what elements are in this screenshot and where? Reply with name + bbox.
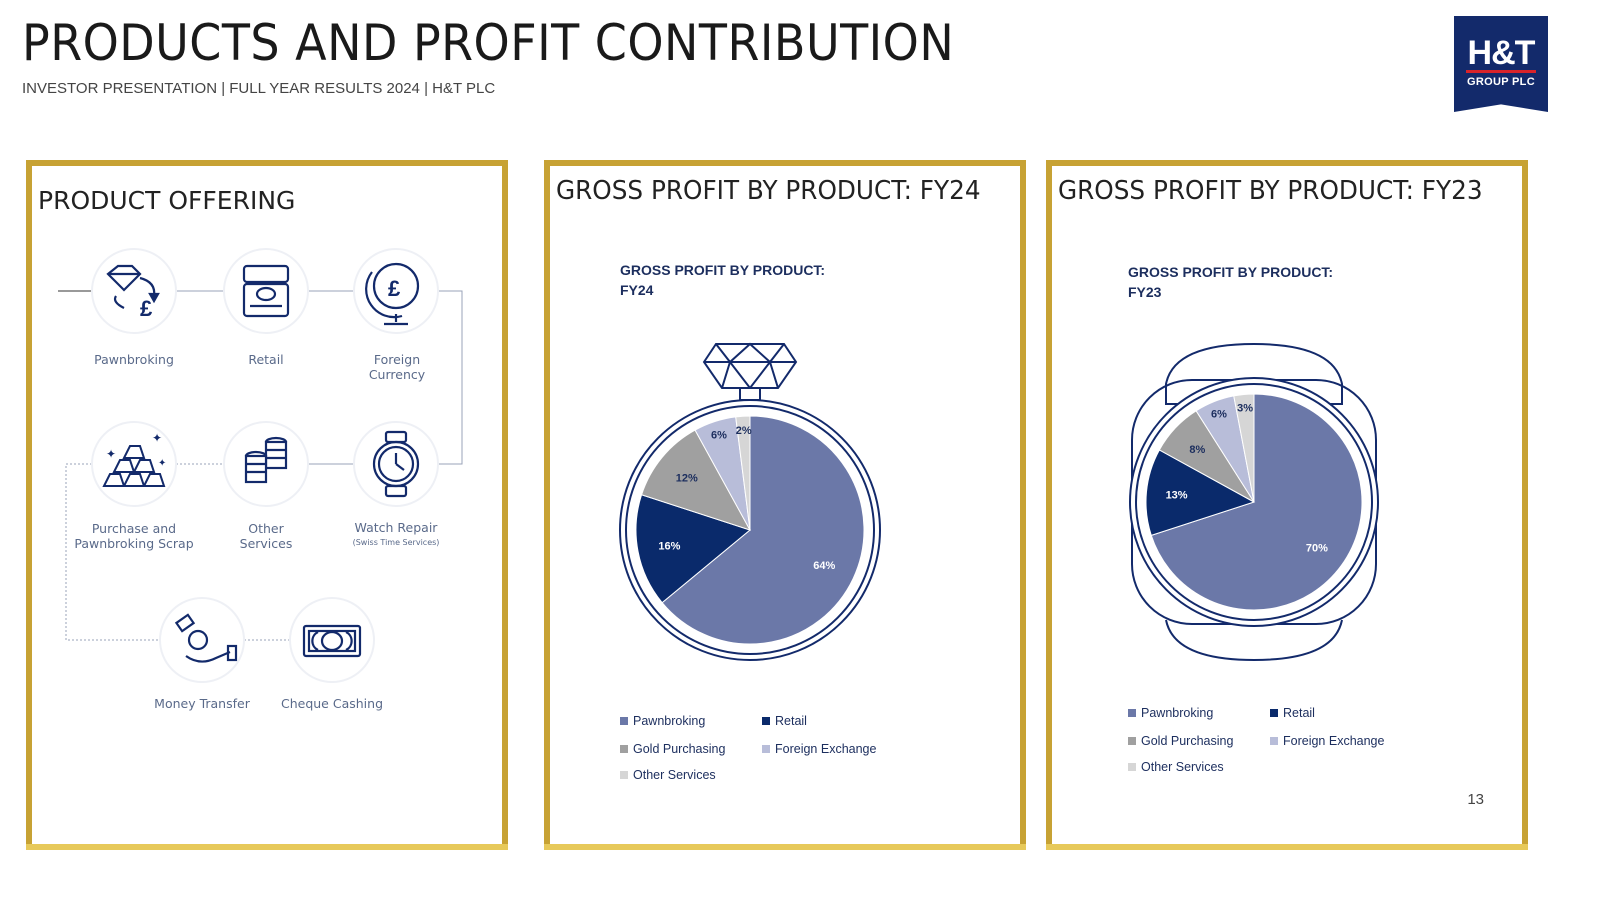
fy24-pie-chart: 64% 16% 12% 6% 2%	[619, 342, 881, 661]
legend-label: Other Services	[1141, 760, 1224, 774]
pie-data-label: 13%	[1166, 490, 1188, 502]
pie-data-label: 12%	[676, 473, 698, 485]
page-title: PRODUCTS AND PROFIT CONTRIBUTION	[22, 14, 955, 72]
legend-swatch	[762, 745, 770, 753]
page-subtitle: INVESTOR PRESENTATION | FULL YEAR RESULT…	[22, 80, 496, 97]
legend-item: Foreign Exchange	[762, 742, 876, 756]
fy23-panel-title: GROSS PROFIT BY PRODUCT: FY23	[1058, 176, 1483, 206]
diamond-exchange-icon: £	[106, 264, 160, 321]
watch-icon	[372, 430, 420, 498]
legend-label: Pawnbroking	[633, 714, 706, 728]
banknote-icon	[302, 624, 362, 658]
pie-slice-other-services	[735, 415, 751, 531]
ring-frame-inner	[625, 405, 875, 655]
legend-item: Gold Purchasing	[1128, 734, 1233, 748]
product-label-pawnbroking: Pawnbroking	[94, 352, 174, 367]
company-logo: H&T GROUP PLC	[1454, 16, 1548, 112]
product-label-cheque-cashing: Cheque Cashing	[280, 696, 383, 711]
pie-slice-retail	[1145, 449, 1256, 537]
product-label-other-services: Other Services	[239, 521, 293, 551]
legend-item: Retail	[1270, 706, 1315, 720]
product-offering-panel: PRODUCT OFFERING	[26, 160, 508, 850]
svg-text:✦: ✦	[152, 431, 162, 445]
pie-data-label: 6%	[1211, 409, 1227, 421]
pie-data-label: 8%	[1189, 444, 1205, 456]
ring-diamond-icon	[702, 342, 798, 401]
logo-text: H&T	[1467, 34, 1536, 72]
legend-swatch	[620, 717, 628, 725]
legend-swatch	[1128, 709, 1136, 717]
legend-swatch	[1270, 709, 1278, 717]
pie-slice-retail	[635, 494, 752, 604]
globe-pound-icon: £	[365, 262, 420, 326]
pie-slice-pawnbroking	[661, 415, 865, 645]
fy23-pie-chart: 70% 13% 8% 6% 3%	[1129, 342, 1379, 662]
product-label-retail: Retail	[248, 352, 284, 367]
legend-item: Retail	[762, 714, 807, 728]
fy24-panel-title: GROSS PROFIT BY PRODUCT: FY24	[556, 176, 981, 206]
pie-data-label: 70%	[1306, 543, 1328, 555]
fy23-heading-line2: FY23	[1128, 284, 1162, 300]
product-offering-title: PRODUCT OFFERING	[38, 186, 296, 215]
legend-label: Foreign Exchange	[1283, 734, 1385, 748]
legend-swatch	[620, 745, 628, 753]
pie-data-label: 16%	[658, 540, 680, 552]
legend-label: Retail	[775, 714, 807, 728]
legend-item: Other Services	[620, 768, 716, 782]
legend-label: Retail	[1283, 706, 1315, 720]
legend-swatch	[1128, 763, 1136, 771]
hand-coin-icon	[174, 613, 238, 663]
fy24-chart-panel: GROSS PROFIT BY PRODUCT: FY24 GROSS PROF…	[544, 160, 1026, 850]
logo-underline	[1466, 70, 1536, 73]
legend-item: Pawnbroking	[620, 714, 705, 728]
svg-text:✦: ✦	[158, 458, 166, 469]
watch-repair-label: Watch Repair	[354, 520, 438, 535]
pie-slice-pawnbroking	[1150, 393, 1363, 611]
legend-swatch	[620, 771, 628, 779]
fy23-chart-heading: GROSS PROFIT BY PRODUCT: FY23	[1128, 262, 1333, 302]
product-label-foreign-currency: Foreign Currency	[368, 352, 426, 382]
fy24-heading-line2: FY24	[620, 282, 654, 298]
coin-stack-icon	[244, 436, 288, 484]
pie-data-label: 3%	[1237, 402, 1253, 414]
legend-label: Foreign Exchange	[775, 742, 877, 756]
legend-item: Gold Purchasing	[620, 742, 725, 756]
svg-text:£: £	[140, 296, 153, 321]
svg-text:✦: ✦	[106, 447, 116, 461]
logo-subtext: GROUP PLC	[1467, 76, 1535, 88]
pie-data-label: 6%	[711, 430, 727, 442]
ring-box-icon	[242, 264, 290, 318]
legend-label: Pawnbroking	[1141, 706, 1214, 720]
legend-swatch	[1128, 737, 1136, 745]
fy24-heading-line1: GROSS PROFIT BY PRODUCT:	[620, 262, 826, 278]
pie-data-label: 2%	[736, 425, 752, 437]
pie-slice-gold-purchasing	[640, 429, 752, 531]
gold-bars-icon: ✦ ✦ ✦	[102, 431, 166, 487]
legend-label: Other Services	[633, 768, 716, 782]
pie-data-label: 64%	[813, 560, 835, 572]
fy23-chart-panel: GROSS PROFIT BY PRODUCT: FY23 GROSS PROF…	[1046, 160, 1528, 850]
product-icons: £ £ ✦ ✦ ✦	[102, 262, 420, 663]
legend-label: Gold Purchasing	[1141, 734, 1234, 748]
legend-swatch	[762, 717, 770, 725]
watch-repair-sublabel: (Swiss Time Services)	[352, 538, 440, 547]
fy24-chart-heading: GROSS PROFIT BY PRODUCT: FY24	[620, 260, 825, 300]
legend-label: Gold Purchasing	[633, 742, 726, 756]
product-label-money-transfer: Money Transfer	[154, 696, 250, 711]
svg-text:£: £	[388, 276, 401, 301]
product-label-watch-repair: Watch Repair (Swiss Time Services)	[326, 520, 466, 550]
page-number: 13	[1467, 791, 1484, 808]
legend-item: Other Services	[1128, 760, 1224, 774]
legend-item: Foreign Exchange	[1270, 734, 1384, 748]
legend-item: Pawnbroking	[1128, 706, 1213, 720]
legend-swatch	[1270, 737, 1278, 745]
fy23-heading-line1: GROSS PROFIT BY PRODUCT:	[1128, 264, 1334, 280]
pie-slice-other-services	[1233, 393, 1255, 503]
product-label-purchase-scrap: Purchase and Pawnbroking Scrap	[74, 521, 194, 551]
